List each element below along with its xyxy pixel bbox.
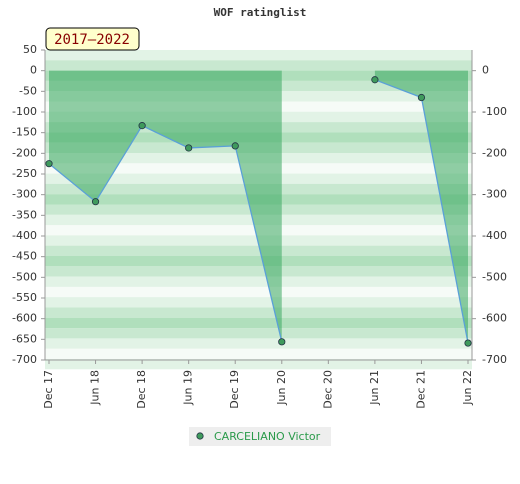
y-tick-label: -650 [12, 332, 37, 345]
legend [189, 427, 331, 446]
y-tick-label: -500 [12, 270, 37, 283]
legend-marker [196, 432, 204, 440]
stripe [45, 307, 472, 318]
y-tick-label: 0 [30, 64, 37, 77]
x-tick-label: Jun 18 [89, 370, 102, 406]
y-tick-label: -300 [12, 188, 37, 201]
y-tick-label: -550 [12, 291, 37, 304]
y-tick-label: -350 [12, 208, 37, 221]
y-tick-label: -250 [12, 167, 37, 180]
point [371, 76, 379, 84]
y2-tick-label: -700 [482, 353, 507, 366]
y-tick-label: -100 [12, 105, 37, 118]
stripe [45, 256, 472, 267]
stripe [45, 286, 472, 298]
y2-tick-label: -300 [482, 188, 507, 201]
stripe [45, 266, 472, 277]
point [45, 160, 53, 168]
point [231, 142, 239, 150]
y-tick-label: 50 [23, 43, 37, 56]
y-tick-label: -200 [12, 146, 37, 159]
stripe [45, 276, 472, 287]
y-tick-label: -400 [12, 229, 37, 242]
x-tick-label: Dec 18 [135, 370, 148, 409]
point [185, 144, 193, 152]
y2-tick-label: -100 [482, 105, 507, 118]
x-tick-label: Jun 21 [368, 370, 381, 406]
stripe [45, 348, 472, 359]
stripe [45, 328, 472, 339]
legend-label: CARCELIANO Victor [214, 430, 321, 443]
area [49, 70, 282, 342]
stripe [45, 50, 472, 61]
y-tick-label: -600 [12, 312, 37, 325]
annotation: 2017–2022 [54, 32, 130, 48]
x-tick-label: Jun 20 [275, 370, 288, 406]
x-tick-label: Jun 19 [182, 370, 195, 406]
point [91, 198, 100, 206]
y2-tick-label: -400 [482, 229, 507, 242]
stripe [45, 338, 472, 349]
annotation-box [45, 27, 140, 51]
area [374, 70, 468, 344]
x-tick-label: Dec 20 [321, 370, 334, 409]
stripe [45, 60, 472, 71]
chart-title: WOF ratinglist [214, 6, 307, 19]
y-tick-label: -50 [19, 84, 37, 97]
y-tick-label: -450 [12, 250, 37, 263]
stripe [45, 297, 472, 308]
y2-tick-label: -600 [482, 312, 507, 325]
x-tick-label: Dec 17 [42, 370, 55, 409]
stripe [45, 245, 472, 256]
stripe [45, 359, 472, 370]
y2-tick-label: -200 [482, 146, 507, 159]
point [138, 122, 146, 130]
x-tick-label: Dec 21 [414, 370, 427, 409]
y-tick-label: -700 [12, 353, 37, 366]
point [464, 339, 472, 347]
y-tick-label: -150 [12, 126, 37, 139]
x-tick-label: Dec 19 [228, 370, 241, 409]
point [278, 338, 286, 346]
stripe [45, 317, 472, 329]
x-tick-label: Jun 22 [461, 370, 474, 406]
y2-tick-label: 0 [482, 64, 489, 77]
y2-tick-label: -500 [482, 270, 507, 283]
point [417, 93, 426, 102]
